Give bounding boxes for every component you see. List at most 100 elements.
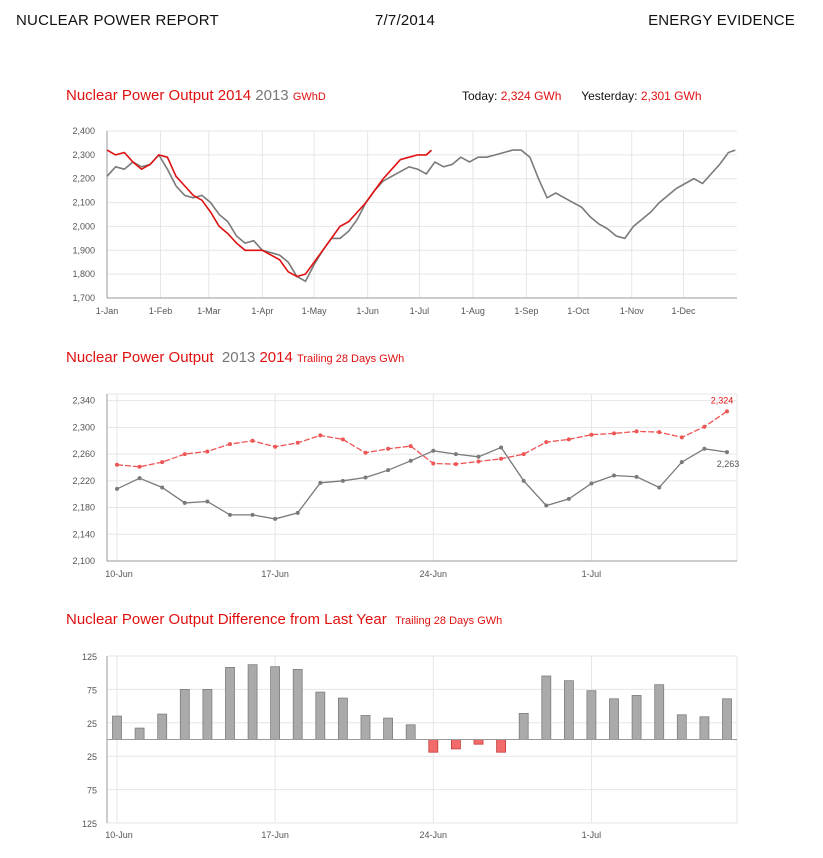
chart1-x-tick: 1-Jan: [96, 306, 119, 316]
chart3-bar: [157, 713, 168, 740]
chart2-point-2013: [160, 485, 165, 490]
chart2-point-2013: [363, 475, 368, 480]
chart2-point-2013: [521, 478, 526, 483]
chart2-point-2013: [340, 478, 345, 483]
chart1-x-tick: 1-Oct: [567, 306, 590, 316]
chart2-point-2013: [295, 510, 300, 515]
chart2-point-2013: [431, 448, 436, 453]
chart2-point-2014: [679, 435, 684, 440]
chart2-point-2014: [521, 452, 526, 457]
chart2-point-2013: [386, 468, 391, 473]
chart1-x-tick: 1-Mar: [197, 306, 221, 316]
chart2-trailing-28-days: 2,100 2,140 2,180 2,220 2,260 2,300 2,340 10-Ju…: [72, 393, 740, 579]
chart2-end-label-2013: 2,263: [717, 459, 740, 469]
chart2-point-2014: [137, 464, 142, 469]
chart1-stats: Today: 2,324 GWh Yesterday: 2,301 GWh: [462, 89, 702, 103]
today-label: Today:: [462, 89, 498, 103]
publisher-name: ENERGY EVIDENCE: [648, 12, 795, 29]
chart2-point-2013: [227, 512, 232, 517]
chart3-y-tick: 25: [87, 719, 97, 729]
chart2-title: Nuclear Power Output 2013 2014 Trailing …: [66, 349, 404, 366]
chart3-y-tick: 75: [87, 685, 97, 695]
chart1-x-tick: 1-Nov: [620, 306, 645, 316]
chart1-y-tick: 1,800: [72, 269, 95, 279]
chart2-point-2013: [453, 452, 458, 457]
chart1-y-tick: 1,900: [72, 245, 95, 255]
chart1-x-tick: 1-Jun: [356, 306, 379, 316]
chart2-y-tick: 2,340: [72, 396, 95, 406]
chart2-point-2014: [499, 456, 504, 461]
chart2-point-2013: [544, 503, 549, 508]
chart2-y-tick: 2,100: [72, 556, 95, 566]
chart3-bar: [292, 669, 303, 740]
chart2-point-2013: [566, 496, 571, 501]
chart2-point-2013: [476, 454, 481, 459]
chart2-point-2013: [182, 500, 187, 505]
chart3-bar: [225, 667, 235, 740]
chart1-x-tick: 1-Aug: [461, 306, 485, 316]
chart2-point-2013: [499, 445, 504, 450]
chart2-point-2014: [431, 461, 436, 466]
chart1-y-tick: 2,000: [72, 221, 95, 231]
chart3-subtitle: Trailing 28 Days GWh: [395, 615, 503, 627]
chart1-x-tick: 1-Sep: [514, 306, 538, 316]
chart3-bar: [586, 690, 597, 740]
chart2-point-2014: [115, 462, 119, 467]
chart3-bar: [518, 713, 529, 740]
chart3-bar: [428, 739, 439, 753]
chart3-bar: [699, 716, 710, 740]
chart2-point-2013: [205, 499, 210, 504]
chart3-bar: [450, 739, 461, 750]
chart1-x-tick: 1-Dec: [671, 306, 696, 316]
chart2-point-2014: [453, 462, 458, 467]
chart1-x-tick: 1-Jul: [410, 306, 430, 316]
chart2-x-tick: 24-Jun: [420, 569, 448, 579]
chart2-y-tick: 2,140: [72, 529, 95, 539]
chart2-series-2014: [116, 410, 728, 468]
chart3-bar: [541, 675, 552, 740]
chart3-y-tick: 125: [82, 652, 97, 662]
chart1-y-tick: 2,200: [72, 174, 95, 184]
yesterday-value: 2,301 GWh: [640, 89, 702, 103]
chart3-bar: [112, 715, 122, 740]
chart3-bar: [315, 691, 326, 740]
chart2-title-gray: 2013: [221, 349, 256, 366]
chart2-point-2014: [657, 430, 662, 435]
chart2-point-2014: [612, 431, 617, 436]
chart3-bar: [179, 689, 190, 740]
chart2-point-2013: [657, 485, 662, 490]
chart2-point-2013: [318, 480, 323, 485]
chart3-bar: [134, 727, 145, 740]
chart1-series-2013: [106, 149, 736, 283]
chart2-y-tick: 2,180: [72, 503, 95, 513]
chart2-y-tick: 2,300: [72, 422, 95, 432]
chart3-x-tick: 17-Jun: [261, 830, 289, 840]
today-value: 2,324 GWh: [500, 89, 562, 103]
chart3-bar: [383, 717, 394, 740]
chart3-bar: [405, 724, 416, 740]
chart2-y-tick: 2,220: [72, 476, 95, 486]
chart2-point-2013: [725, 450, 729, 455]
chart2-point-2014: [725, 409, 729, 414]
chart2-point-2014: [295, 440, 300, 445]
chart3-bar: [722, 698, 732, 740]
chart1-x-tick: 1-Apr: [251, 306, 273, 316]
chart3-x-tick: 1-Jul: [582, 830, 602, 840]
chart3-bar: [564, 680, 574, 740]
chart2-point-2014: [566, 437, 571, 442]
yesterday-label: Yesterday:: [581, 89, 638, 103]
chart1-y-tick: 2,100: [72, 198, 95, 208]
chart2-x-tick: 10-Jun: [105, 569, 133, 579]
chart2-y-tick: 2,260: [72, 449, 95, 459]
chart3-x-tick: 10-Jun: [105, 830, 133, 840]
chart2-point-2014: [227, 442, 232, 447]
chart2-point-2014: [205, 449, 210, 454]
chart2-point-2014: [544, 440, 549, 445]
chart2-title-red: 2014: [259, 349, 293, 366]
chart2-point-2013: [273, 516, 278, 521]
chart3-bar: [496, 739, 507, 753]
chart2-subtitle: Trailing 28 Days GWh: [297, 353, 405, 365]
chart2-point-2014: [589, 432, 594, 437]
chart2-title-main: Nuclear Power Output: [66, 349, 214, 366]
chart2-point-2014: [250, 438, 255, 443]
